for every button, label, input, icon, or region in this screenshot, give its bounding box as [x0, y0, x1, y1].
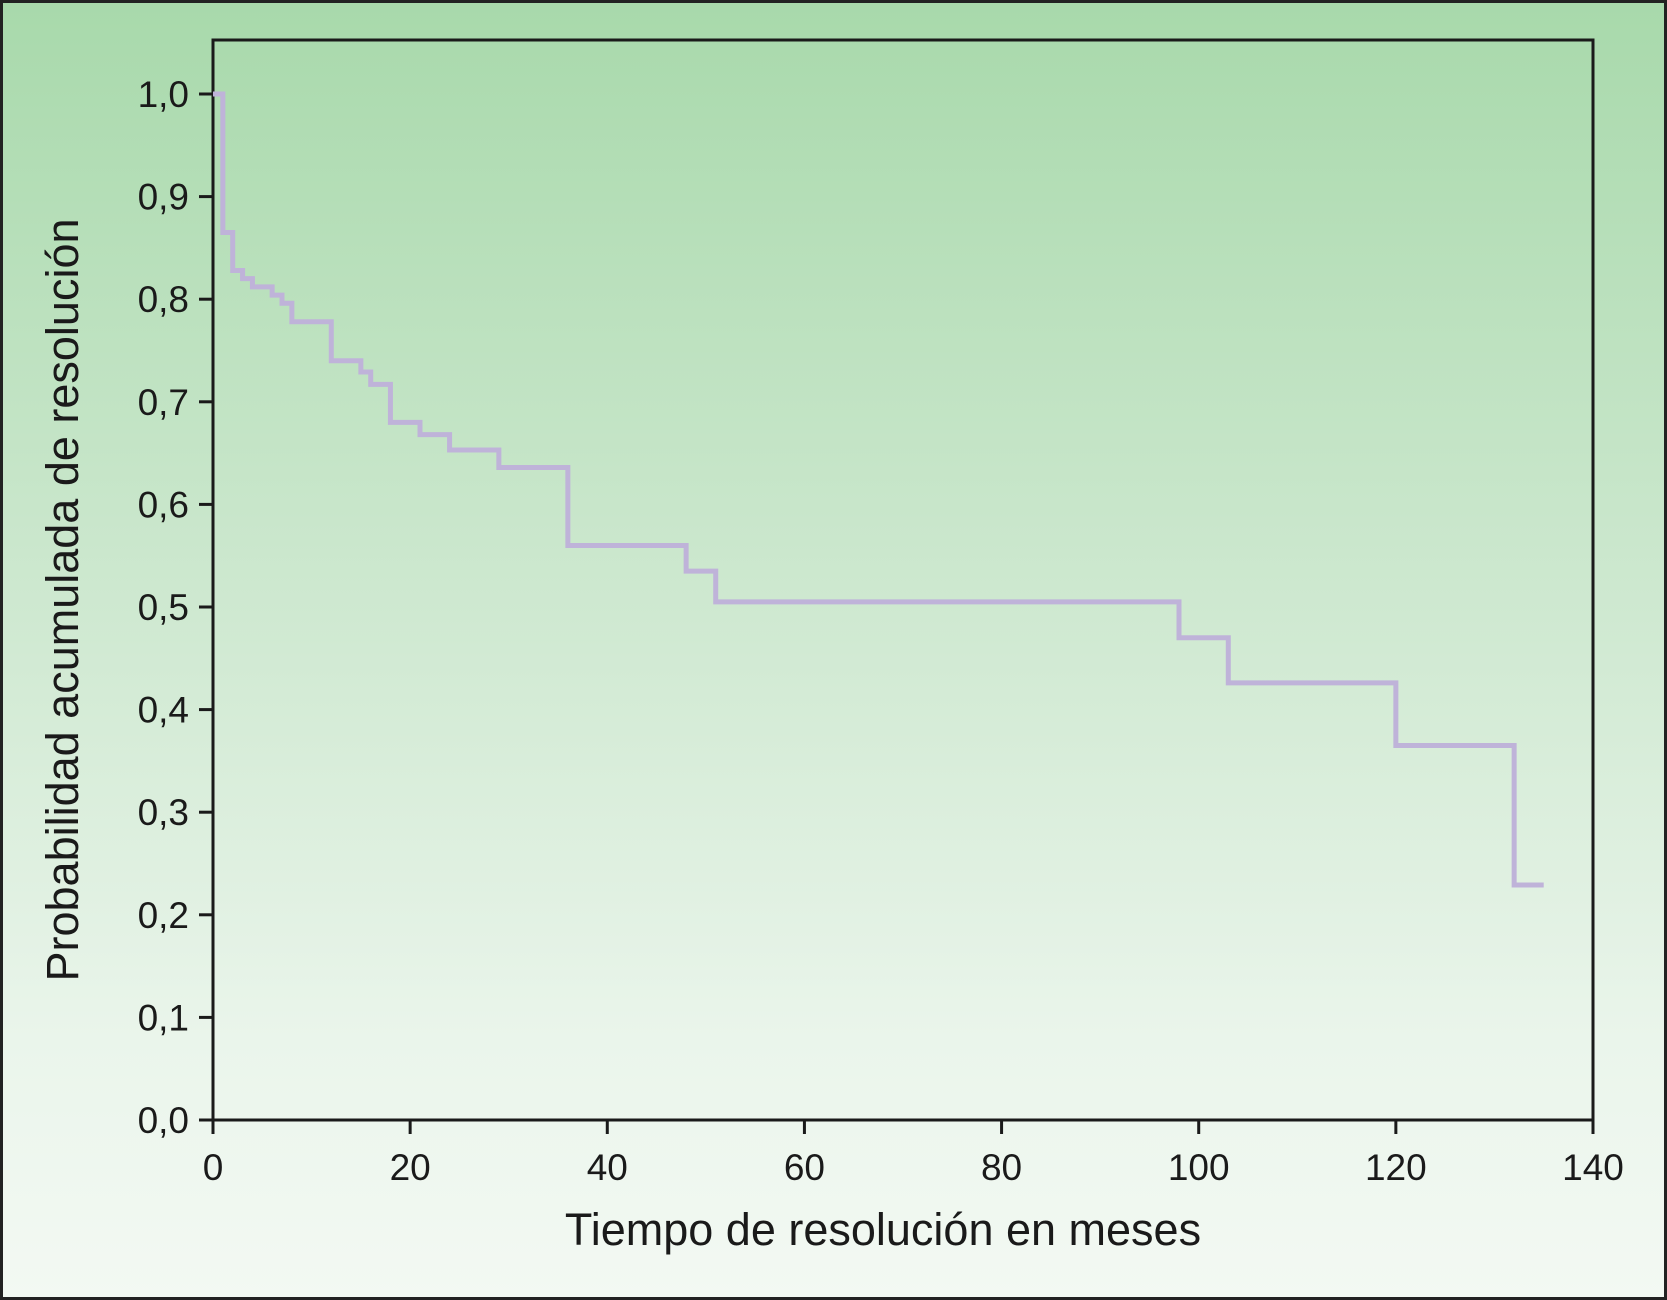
y-tick-label: 0,6: [138, 484, 189, 525]
plot-area-frame: [211, 38, 1595, 1122]
x-tick-label: 40: [587, 1147, 628, 1188]
y-tick-label: 0,0: [138, 1100, 189, 1141]
y-tick-label: 0,9: [138, 177, 189, 218]
x-tick-label: 80: [981, 1147, 1022, 1188]
series-line: [213, 91, 1544, 888]
y-axis-label: Probabilidad acumulada de resolución: [37, 218, 88, 981]
y-tick-label: 0,1: [138, 997, 189, 1038]
x-axis-label: Tiempo de resolución en meses: [565, 1204, 1201, 1255]
y-tick-label: 0,5: [138, 587, 189, 628]
x-tick-label: 0: [203, 1147, 224, 1188]
y-tick-label: 0,3: [138, 792, 189, 833]
x-tick-label: 100: [1168, 1147, 1230, 1188]
y-axis: 0,0 0,1 0,2 0,3 0,4 0,5 0,6 0,7 0,8 0,9 1,0: [138, 74, 213, 1141]
y-tick-label: 0,2: [138, 895, 189, 936]
y-tick-label: 0,7: [138, 382, 189, 423]
y-tick-label: 1,0: [138, 74, 189, 115]
y-tick-label: 0,8: [138, 279, 189, 320]
x-axis: 0 20 40 60 80 100 120 140: [203, 1120, 1624, 1188]
y-tick-label: 0,4: [138, 690, 189, 731]
x-tick-label: 60: [784, 1147, 825, 1188]
x-tick-label: 20: [390, 1147, 431, 1188]
x-tick-label: 120: [1365, 1147, 1427, 1188]
x-tick-label: 140: [1562, 1147, 1624, 1188]
